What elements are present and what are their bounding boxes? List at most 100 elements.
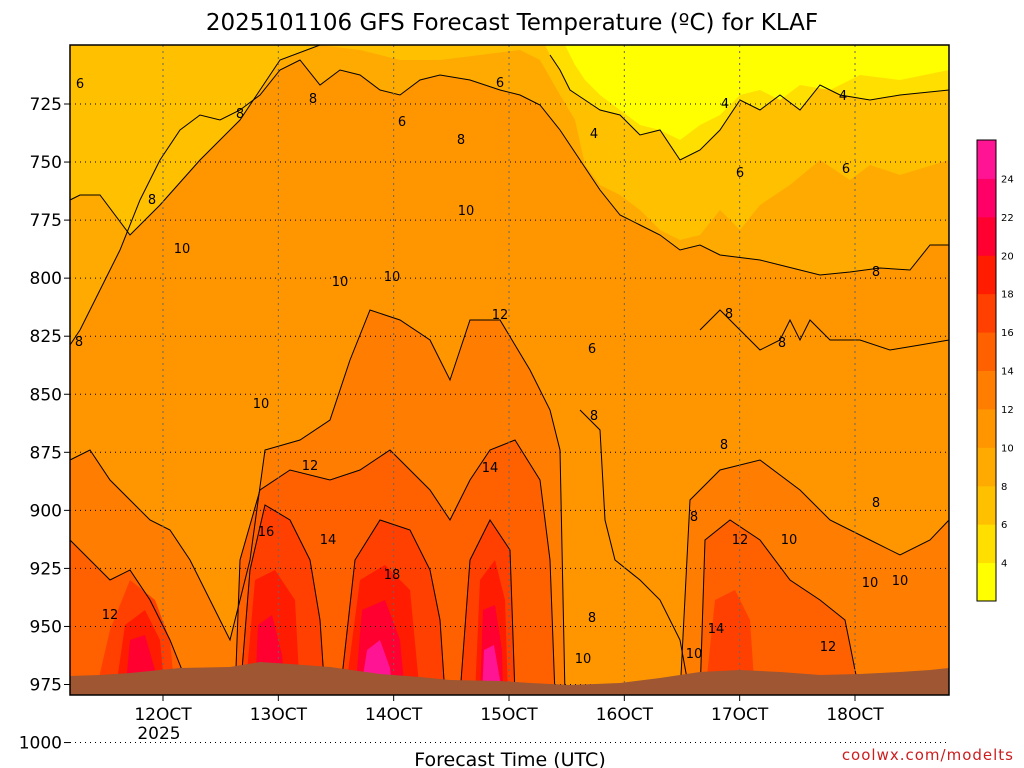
colorbar-segment	[977, 178, 996, 218]
contour-line	[339, 519, 446, 696]
y-tick-label: 925	[30, 559, 62, 579]
contour-line	[679, 459, 950, 696]
colorbar-tick-label: 20	[1001, 251, 1014, 262]
colorbar-segment	[977, 332, 996, 371]
colorbar-segment	[977, 140, 996, 179]
x-axis-title: Forecast Time (UTC)	[414, 749, 605, 768]
contour-label: 8	[309, 92, 317, 107]
colorbar-tick-label: 18	[1001, 290, 1014, 301]
temperature-band	[705, 590, 755, 695]
contour-label: 8	[778, 336, 786, 351]
contour-label: 10	[384, 270, 401, 285]
colorbar-legend: 4 6 8 10 12 14 16 18 20 22 24	[976, 139, 1014, 602]
y-tick-label: 850	[30, 385, 62, 405]
contour-label: 4	[590, 127, 598, 142]
y-tick-label: 750	[30, 153, 62, 173]
contour-label: 8	[75, 335, 83, 350]
contour-label: 12	[732, 533, 749, 548]
contour-label: 12	[302, 459, 319, 474]
colorbar-segment	[977, 447, 996, 487]
colorbar-tick-label: 14	[1001, 367, 1014, 378]
contour-label: 8	[872, 265, 880, 280]
contour-line	[699, 309, 950, 351]
colorbar-segment	[977, 524, 996, 564]
contour-line	[69, 539, 191, 691]
ground-fill	[70, 662, 949, 695]
contour-label: 14	[320, 533, 337, 548]
x-tick-sublabel: 2025	[137, 724, 180, 744]
contour-label: 6	[398, 115, 406, 130]
contour-label: 8	[872, 496, 880, 511]
contour-label: 18	[384, 568, 401, 583]
x-tick-label: 12OCT	[134, 705, 192, 725]
contour-label: 10	[575, 652, 592, 667]
contour-line	[239, 504, 326, 696]
colorbar-segment	[977, 370, 996, 410]
contour-label: 6	[736, 166, 744, 181]
contour-label: 8	[236, 107, 244, 122]
contour-label: 14	[708, 622, 725, 637]
x-tick-label: 13OCT	[250, 705, 308, 725]
contour-label: 6	[496, 76, 504, 91]
colorbar-tick-label: 4	[1001, 559, 1007, 570]
contour-label: 8	[590, 409, 598, 424]
y-tick-label: 950	[30, 617, 62, 637]
contour-label: 10	[253, 397, 270, 412]
colorbar-segment	[977, 562, 996, 602]
colorbar-tick-label: 12	[1001, 405, 1014, 416]
contour-label: 8	[690, 510, 698, 525]
plot-frame	[69, 44, 950, 696]
contour-label: 14	[482, 461, 499, 476]
contour-label: 8	[588, 611, 596, 626]
colorbar-segment	[977, 485, 996, 525]
y-tick-label: 825	[30, 327, 62, 347]
contour-label: 10	[458, 204, 475, 219]
y-tick-label: 1000	[19, 734, 62, 754]
temperature-band	[565, 45, 949, 140]
contour-label: 12	[102, 608, 119, 623]
colorbar-tick-label: 10	[1001, 443, 1014, 454]
x-tick-label: 15OCT	[480, 705, 538, 725]
contour-label: 6	[842, 162, 850, 177]
colorbar-tick-label: 24	[1001, 174, 1014, 185]
contour-label: 8	[457, 133, 465, 148]
x-tick-label: 14OCT	[365, 705, 423, 725]
ground-terrain	[69, 44, 950, 696]
contour-label: 10	[332, 275, 349, 290]
contour-label: 8	[720, 438, 728, 453]
colorbar-tick-label: 22	[1001, 213, 1014, 224]
colorbar-segment	[977, 255, 996, 295]
y-tick-label: 875	[30, 443, 62, 463]
contour-label: 12	[820, 640, 837, 655]
y-tick-label: 800	[30, 269, 62, 289]
contour-line	[69, 44, 321, 236]
y-tick-label: 775	[30, 211, 62, 231]
contour-label: 8	[148, 193, 156, 208]
contour-line	[69, 309, 566, 696]
contour-label: 10	[174, 242, 191, 257]
colorbar-tick-label: 16	[1001, 328, 1014, 339]
contour-label: 16	[258, 525, 275, 540]
credit-text: coolwx.com/modelts	[842, 746, 1014, 764]
contour-label: 10	[686, 647, 703, 662]
y-tick-label: 900	[30, 501, 62, 521]
y-tick-label: 975	[30, 676, 62, 696]
colorbar-tick-label: 8	[1001, 482, 1007, 493]
contour-lines	[69, 44, 950, 696]
x-tick-label: 17OCT	[711, 705, 769, 725]
x-tick-label: 16OCT	[596, 705, 654, 725]
chart-title: 2025101106 GFS Forecast Temperature (ºC)…	[206, 10, 818, 36]
contour-label: 8	[725, 307, 733, 322]
contour-label: 6	[76, 77, 84, 92]
contour-line	[549, 54, 950, 161]
colorbar-frame	[976, 139, 997, 602]
contour-line	[459, 519, 516, 696]
x-tick-label: 18OCT	[826, 705, 884, 725]
contour-label: 4	[839, 89, 847, 104]
colorbar-segment	[977, 216, 996, 256]
contour-line	[699, 519, 861, 696]
contour-label: 6	[588, 342, 596, 357]
contour-label: 10	[892, 574, 909, 589]
